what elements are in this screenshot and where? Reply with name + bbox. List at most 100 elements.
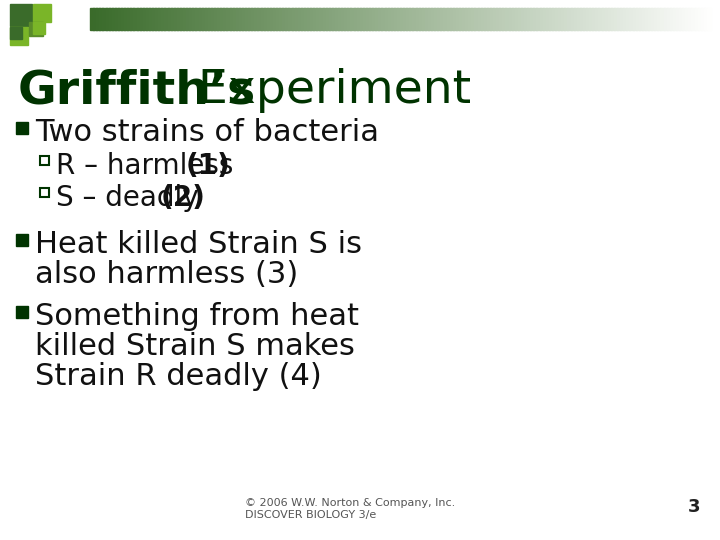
Bar [394,8,398,30]
Bar [441,8,444,30]
Text: Experiment: Experiment [183,68,471,113]
Bar [691,8,696,30]
Bar [338,8,342,30]
Bar [636,8,639,30]
Bar [657,8,662,30]
Bar [375,8,379,30]
Bar [335,8,339,30]
Text: Strain R deadly (4): Strain R deadly (4) [35,362,322,391]
Bar [629,8,634,30]
Bar [605,8,608,30]
Bar [496,8,500,30]
Bar [611,8,615,30]
Bar [685,8,689,30]
Bar [670,8,674,30]
Bar [195,8,199,30]
Bar [276,8,280,30]
Bar [418,8,423,30]
Bar [114,8,119,30]
Bar [186,8,190,30]
Bar [539,8,544,30]
Bar [564,8,568,30]
Bar [639,8,643,30]
Text: also harmless (3): also harmless (3) [35,260,298,289]
Text: Heat killed Strain S is: Heat killed Strain S is [35,230,362,259]
Bar [140,8,144,30]
Bar [226,8,230,30]
Bar [546,8,550,30]
Bar [679,8,683,30]
Bar [617,8,621,30]
Bar [304,8,308,30]
Bar [316,8,320,30]
Bar [211,8,215,30]
Bar [289,8,292,30]
Bar [158,8,162,30]
Bar [323,8,327,30]
Bar [493,8,497,30]
Bar [285,8,289,30]
Bar [703,8,708,30]
Text: killed Strain S makes: killed Strain S makes [35,332,355,361]
Bar [403,8,408,30]
Text: DISCOVER BIOLOGY 3/e: DISCOVER BIOLOGY 3/e [245,510,377,520]
Bar [329,8,333,30]
Bar [505,8,510,30]
Bar [301,8,305,30]
Bar [391,8,395,30]
Bar [384,8,389,30]
Bar [251,8,256,30]
Bar [214,8,218,30]
Bar [233,8,237,30]
Bar [10,4,32,26]
Bar [667,8,671,30]
Bar [16,122,28,134]
Bar [341,8,345,30]
Bar [620,8,624,30]
Bar [530,8,534,30]
Bar [512,8,516,30]
Bar [189,8,193,30]
Bar [601,8,606,30]
Bar [344,8,348,30]
Bar [477,8,482,30]
Bar [149,8,153,30]
Text: © 2006 W.W. Norton & Company, Inc.: © 2006 W.W. Norton & Company, Inc. [245,498,455,508]
Bar [434,8,438,30]
Bar [453,8,456,30]
Bar [614,8,618,30]
Bar [484,8,488,30]
Bar [577,8,581,30]
Bar [261,8,265,30]
Bar [320,8,323,30]
Bar [16,234,28,246]
Bar [574,8,577,30]
Bar [503,8,506,30]
Text: S – deadly: S – deadly [56,184,207,212]
Bar [707,8,711,30]
Bar [356,8,361,30]
Bar [406,8,410,30]
Bar [264,8,268,30]
Bar [415,8,420,30]
Bar [363,8,367,30]
Bar [202,8,206,30]
Bar [130,8,135,30]
Bar [422,8,426,30]
Bar [409,8,413,30]
Bar [449,8,454,30]
Bar [369,8,373,30]
Bar [695,8,698,30]
Bar [543,8,546,30]
Bar [118,8,122,30]
Bar [608,8,612,30]
Bar [270,8,274,30]
Bar [567,8,572,30]
Bar [598,8,603,30]
Bar [527,8,531,30]
Bar [397,8,401,30]
Bar [462,8,466,30]
Bar [676,8,680,30]
Bar [688,8,693,30]
Bar [266,8,271,30]
